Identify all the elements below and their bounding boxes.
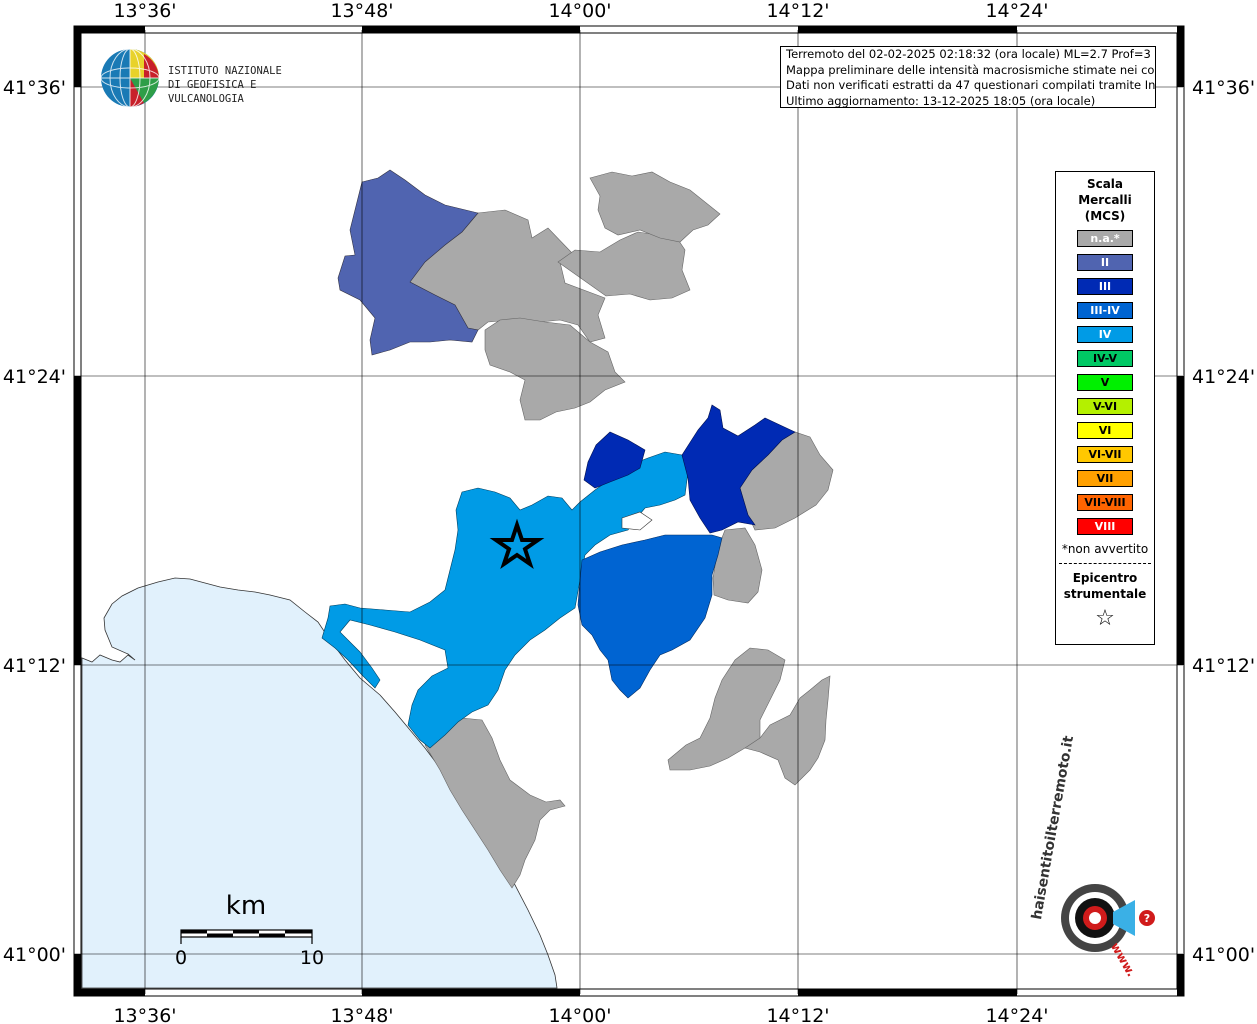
- lat-tick-left: 41°24': [3, 366, 66, 388]
- lon-tick-bottom: 13°48': [330, 1005, 393, 1024]
- legend-swatch-v: V: [1077, 374, 1133, 391]
- municipality-na: [712, 527, 763, 604]
- lat-tick-left: 41°00': [3, 944, 66, 966]
- municipality-III: [681, 404, 796, 534]
- globe-icon: [100, 48, 160, 108]
- legend-swatch-ivv: IV-V: [1077, 350, 1133, 367]
- scale-end: 10: [300, 947, 324, 969]
- epicenter-star-icon: [489, 518, 545, 570]
- epicenter-label-line: strumentale: [1063, 587, 1147, 601]
- municipality-na: [484, 317, 626, 421]
- legend-title-line: (MCS): [1084, 209, 1126, 223]
- svg-text:?: ?: [1144, 912, 1150, 925]
- legend-title-line: Mercalli: [1078, 193, 1132, 207]
- lat-tick-right: 41°36': [1192, 77, 1255, 99]
- epicenter-legend-star-icon: ☆: [1095, 606, 1115, 631]
- graticule: [74, 30, 1183, 994]
- logo-line2: DI GEOFISICA E VULCANOLOGIA: [168, 79, 257, 105]
- last-update-line: Ultimo aggiornamento: 13-12-2025 18:05 (…: [786, 93, 1096, 108]
- seismic-target-icon: ?: [1061, 884, 1155, 952]
- lon-tick-top: 13°48': [330, 0, 393, 22]
- legend-swatch-vii: VII: [1077, 470, 1133, 487]
- epicenter-label: Epicentro strumentale: [1056, 570, 1154, 602]
- legend-swatch-iii: III: [1077, 278, 1133, 295]
- municipality-na: [589, 171, 721, 243]
- mcs-legend: Scala Mercalli (MCS) n.a.* II III III-IV IV I…: [1055, 171, 1155, 645]
- legend-swatch-viii: VIII: [1077, 518, 1133, 535]
- event-info-box: Terremoto del 02-02-2025 02:18:32 (ora l…: [780, 46, 1156, 108]
- legend-swatch-na: n.a.*: [1077, 230, 1133, 247]
- logo-line1: ISTITUTO NAZIONALE: [168, 65, 282, 77]
- legend-swatch-vi: VI: [1077, 422, 1133, 439]
- legend-swatch-iv: IV: [1077, 326, 1133, 343]
- municipality-II: [337, 169, 479, 356]
- lon-tick-bottom: 14°12': [766, 1005, 829, 1024]
- municipality-na: [557, 231, 691, 301]
- lon-tick-top: 13°36': [113, 0, 176, 22]
- haisentito-badge: ? haisentitoilterremoto.it www.: [1029, 735, 1165, 979]
- lat-tick-left: 41°36': [3, 77, 66, 99]
- map-description-line: Mappa preliminare delle intensità macros…: [786, 62, 1156, 77]
- legend-swatch-iiiiv: III-IV: [1077, 302, 1133, 319]
- municipality-III: [583, 431, 646, 489]
- legend-swatch-vivii: VI-VII: [1077, 446, 1133, 463]
- legend-title-line: Scala: [1086, 177, 1124, 191]
- legend-note: *non avvertito: [1061, 542, 1149, 556]
- lon-tick-bottom: 14°24': [985, 1005, 1048, 1024]
- lon-tick-bottom: 13°36': [113, 1005, 176, 1024]
- map-frame: [73, 25, 1185, 997]
- legend-title: Scala Mercalli (MCS): [1056, 176, 1154, 224]
- data-source-line: Dati non verificati estratti da 47 quest…: [786, 78, 1156, 92]
- lat-tick-right: 41°12': [1192, 655, 1255, 677]
- municipality-na: [409, 209, 606, 343]
- scale-unit: km: [226, 891, 266, 921]
- legend-swatch-viiviii: VII-VIII: [1077, 494, 1133, 511]
- lat-tick-left: 41°12': [3, 655, 66, 677]
- scale-bar: km 0 10: [175, 891, 324, 969]
- legend-swatch-ii: II: [1077, 254, 1133, 271]
- municipality-na: [744, 675, 831, 786]
- epicenter-label-line: Epicentro: [1072, 571, 1138, 585]
- lon-tick-bottom: 14°00': [548, 1005, 611, 1024]
- lat-tick-right: 41°00': [1192, 944, 1255, 966]
- lon-tick-top: 14°24': [985, 0, 1048, 22]
- municipality-na: [667, 647, 786, 771]
- legend-swatch-vvi: V-VI: [1077, 398, 1133, 415]
- scale-start: 0: [175, 947, 187, 969]
- lon-tick-top: 14°00': [548, 0, 611, 22]
- municipality-na: [424, 717, 566, 889]
- event-line: Terremoto del 02-02-2025 02:18:32 (ora l…: [786, 47, 1156, 61]
- lon-tick-top: 14°12': [766, 0, 829, 22]
- lat-tick-right: 41°24': [1192, 366, 1255, 388]
- ingv-logo: ISTITUTO NAZIONALE DI GEOFISICA E VULCAN…: [100, 48, 310, 110]
- municipality-III-IV: [577, 534, 723, 699]
